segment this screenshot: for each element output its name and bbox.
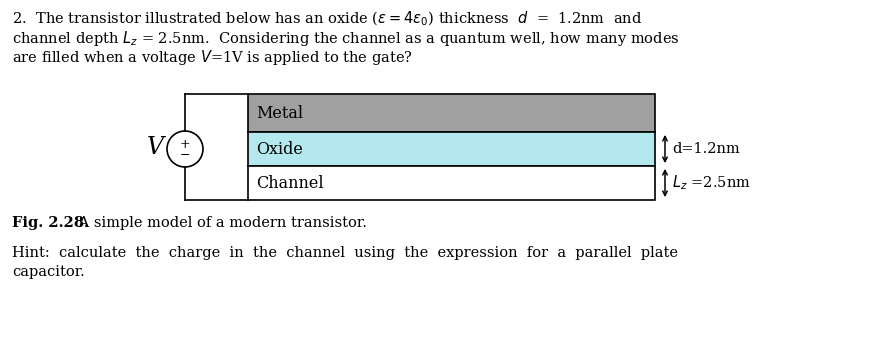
Text: Oxide: Oxide [256, 140, 303, 157]
Text: d=1.2nm: d=1.2nm [672, 142, 740, 156]
Text: channel depth $L_z$ = 2.5nm.  Considering the channel as a quantum well, how man: channel depth $L_z$ = 2.5nm. Considering… [12, 29, 680, 48]
Text: A simple model of a modern transistor.: A simple model of a modern transistor. [74, 216, 367, 230]
Bar [248, 132, 655, 166]
Text: Channel: Channel [256, 174, 324, 191]
Text: +: + [180, 138, 190, 151]
Circle shape [167, 131, 203, 167]
Text: $L_z$ =2.5nm: $L_z$ =2.5nm [672, 174, 750, 192]
Text: −: − [180, 148, 190, 161]
Text: Hint:  calculate  the  charge  in  the  channel  using  the  expression  for  a : Hint: calculate the charge in the channe… [12, 246, 678, 260]
Text: Metal: Metal [256, 105, 304, 122]
Text: V: V [147, 135, 164, 159]
Bar [248, 166, 655, 200]
Text: 2.  The transistor illustrated below has an oxide ($\varepsilon=4\varepsilon_0$): 2. The transistor illustrated below has … [12, 10, 643, 28]
Text: capacitor.: capacitor. [12, 265, 85, 279]
Text: are filled when a voltage $V$=1V is applied to the gate?: are filled when a voltage $V$=1V is appl… [12, 48, 412, 67]
Bar [248, 94, 655, 132]
Text: Fig. 2.28.: Fig. 2.28. [12, 216, 89, 230]
